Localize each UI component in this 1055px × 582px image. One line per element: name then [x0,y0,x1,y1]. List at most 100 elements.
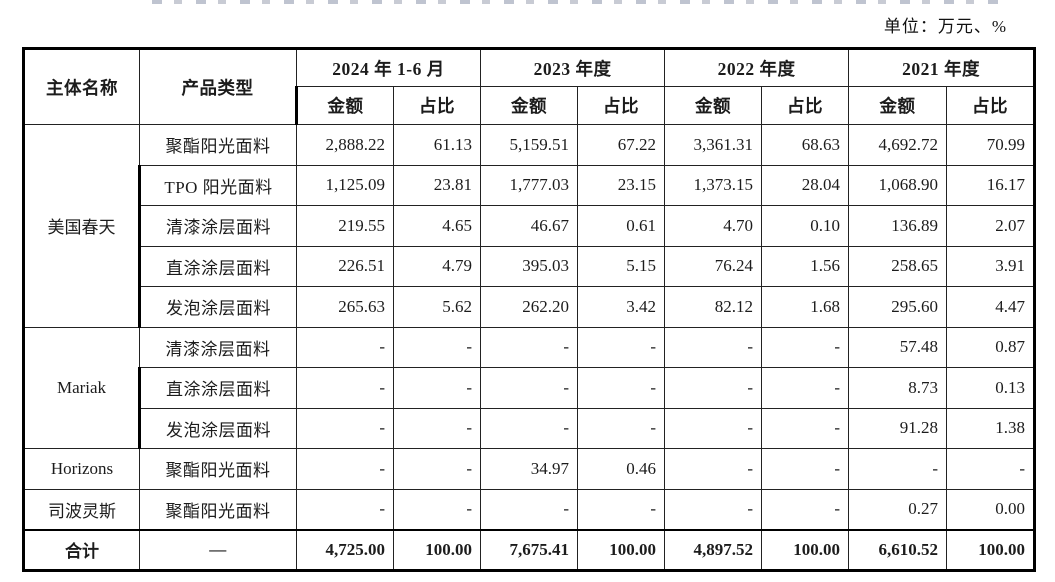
value-cell: - [761,367,850,409]
col-header-period-2023: 2023 年度 [480,47,666,87]
product-type-cell: 直涂涂层面料 [138,367,297,409]
value-cell: - [296,448,394,490]
value-cell: 1.38 [946,407,1037,449]
total-row: 合计 —4,725.00 100.00 7,675.41 100.00 4,897.52 1… [22,528,1037,572]
value-cell: - [392,448,482,490]
col-header-product: 产品类型 [139,47,297,125]
value-cell: 5,159.51 [480,124,579,166]
total-value-cell: 100.00 [392,528,482,572]
table-row: Horizons 聚酯阳光面料 - -34.97 0.46- - - - [22,448,1037,490]
product-type-cell: 聚酯阳光面料 [139,448,297,490]
table-row: 直涂涂层面料 226.51 4.79 395.03 5.15 76.24 1.56 258.6… [24,245,1037,287]
value-cell: 4,692.72 [848,124,948,166]
value-cell: - [848,448,948,490]
value-cell: 5.15 [577,245,666,287]
product-type-cell: 聚酯阳光面料 [139,124,297,166]
value-cell: 2,888.22 [296,124,394,166]
table-header: 主体名称 产品类型 2024 年 1-6 月 2023 年度 2022 年度 2… [22,47,1037,125]
total-value-cell: 7,675.41 [480,528,579,572]
unit-label: 单位：万元、% [883,17,1007,36]
table-row: 直涂涂层面料 - - - - - -8.73 0.13 [24,367,1037,409]
value-cell: 5.62 [392,286,482,328]
value-cell: 0.00 [946,488,1037,530]
value-cell: 0.46 [577,448,666,490]
col-header-period-2022: 2022 年度 [664,47,850,87]
value-cell: - [296,488,394,530]
table-body: 美国春天 聚酯阳光面料 2,888.22 61.13 5,159.51 67.22 3,36… [22,124,1037,572]
value-cell: 16.17 [946,164,1037,206]
value-cell: 4.65 [392,205,482,247]
value-cell: - [761,326,850,368]
value-cell: - [664,326,763,368]
value-cell: 0.27 [848,488,948,530]
value-cell: 82.12 [664,286,763,328]
table-row: 司波灵斯 聚酯阳光面料 - - - - - -0.27 0.00 [22,488,1037,530]
product-type-cell: 清漆涂层面料 [138,205,297,247]
col-header-period-2021: 2021 年度 [848,47,1037,87]
value-cell: - [480,367,579,409]
value-cell: 1.56 [761,245,850,287]
value-cell: 0.61 [577,205,666,247]
entity-name-cell: Mariak [22,326,140,449]
total-value-cell: 100.00 [577,528,666,572]
value-cell: 23.81 [392,164,482,206]
col-header-ratio: 占比 [577,86,666,125]
entity-name-cell: 美国春天 [22,124,140,328]
value-cell: - [664,448,763,490]
value-cell: 1,777.03 [480,164,579,206]
table-row: 美国春天 聚酯阳光面料 2,888.22 61.13 5,159.51 67.22 3,36… [22,124,1037,328]
value-cell: 258.65 [848,245,948,287]
value-cell: - [761,448,850,490]
total-value-cell: 4,725.00 [296,528,394,572]
total-value-cell: 100.00 [946,528,1037,572]
value-cell: - [577,488,666,530]
col-header-ratio: 占比 [946,86,1037,125]
product-type-cell: 发泡涂层面料 [138,286,297,328]
value-cell: 265.63 [296,286,394,328]
col-header-amount: 金额 [480,86,579,125]
value-cell: - [664,488,763,530]
value-cell: 91.28 [848,407,948,449]
value-cell: 23.15 [577,164,666,206]
value-cell: - [577,367,666,409]
value-cell: - [761,407,850,449]
col-header-amount: 金额 [295,86,394,125]
value-cell: 67.22 [577,124,666,166]
value-cell: - [480,326,579,368]
table-row: 发泡涂层面料 - - - - - -91.28 1.38 [24,407,1037,449]
value-cell: - [392,326,482,368]
table-row: 发泡涂层面料 265.63 5.62 262.20 3.42 82.12 1.68 295.6… [24,286,1037,328]
product-type-cell: 聚酯阳光面料 [139,488,297,530]
total-value-cell: 4,897.52 [664,528,763,572]
value-cell: 295.60 [848,286,948,328]
table-row: TPO 阳光面料 1,125.09 23.81 1,777.03 23.15 1,373.… [24,164,1037,206]
value-cell: 1,125.09 [296,164,394,206]
col-header-amount: 金额 [848,86,948,125]
value-cell: 4.47 [946,286,1037,328]
value-cell: 1.68 [761,286,850,328]
value-cell: - [392,367,482,409]
value-cell: - [664,407,763,449]
product-type-cell: TPO 阳光面料 [138,164,297,206]
value-cell: - [296,367,394,409]
value-cell: 61.13 [392,124,482,166]
header-row-periods: 主体名称 产品类型 2024 年 1-6 月 2023 年度 2022 年度 2… [22,47,1037,125]
value-cell: 0.87 [946,326,1037,368]
value-cell: 1,373.15 [664,164,763,206]
value-cell: - [761,488,850,530]
value-cell: - [664,367,763,409]
total-value-cell: 6,610.52 [848,528,948,572]
col-header-amount: 金额 [664,86,763,125]
value-cell: 1,068.90 [848,164,948,206]
table-row: Mariak 清漆涂层面料 - - - - - -57.48 0.87 [22,326,1037,449]
value-cell: 28.04 [761,164,850,206]
value-cell: - [296,326,394,368]
value-cell: 68.63 [761,124,850,166]
total-label-cell: 合计 [22,528,140,572]
value-cell: - [946,448,1037,490]
value-cell: 57.48 [848,326,948,368]
entity-name-cell: Horizons [22,448,140,490]
value-cell: - [392,488,482,530]
value-cell: 2.07 [946,205,1037,247]
